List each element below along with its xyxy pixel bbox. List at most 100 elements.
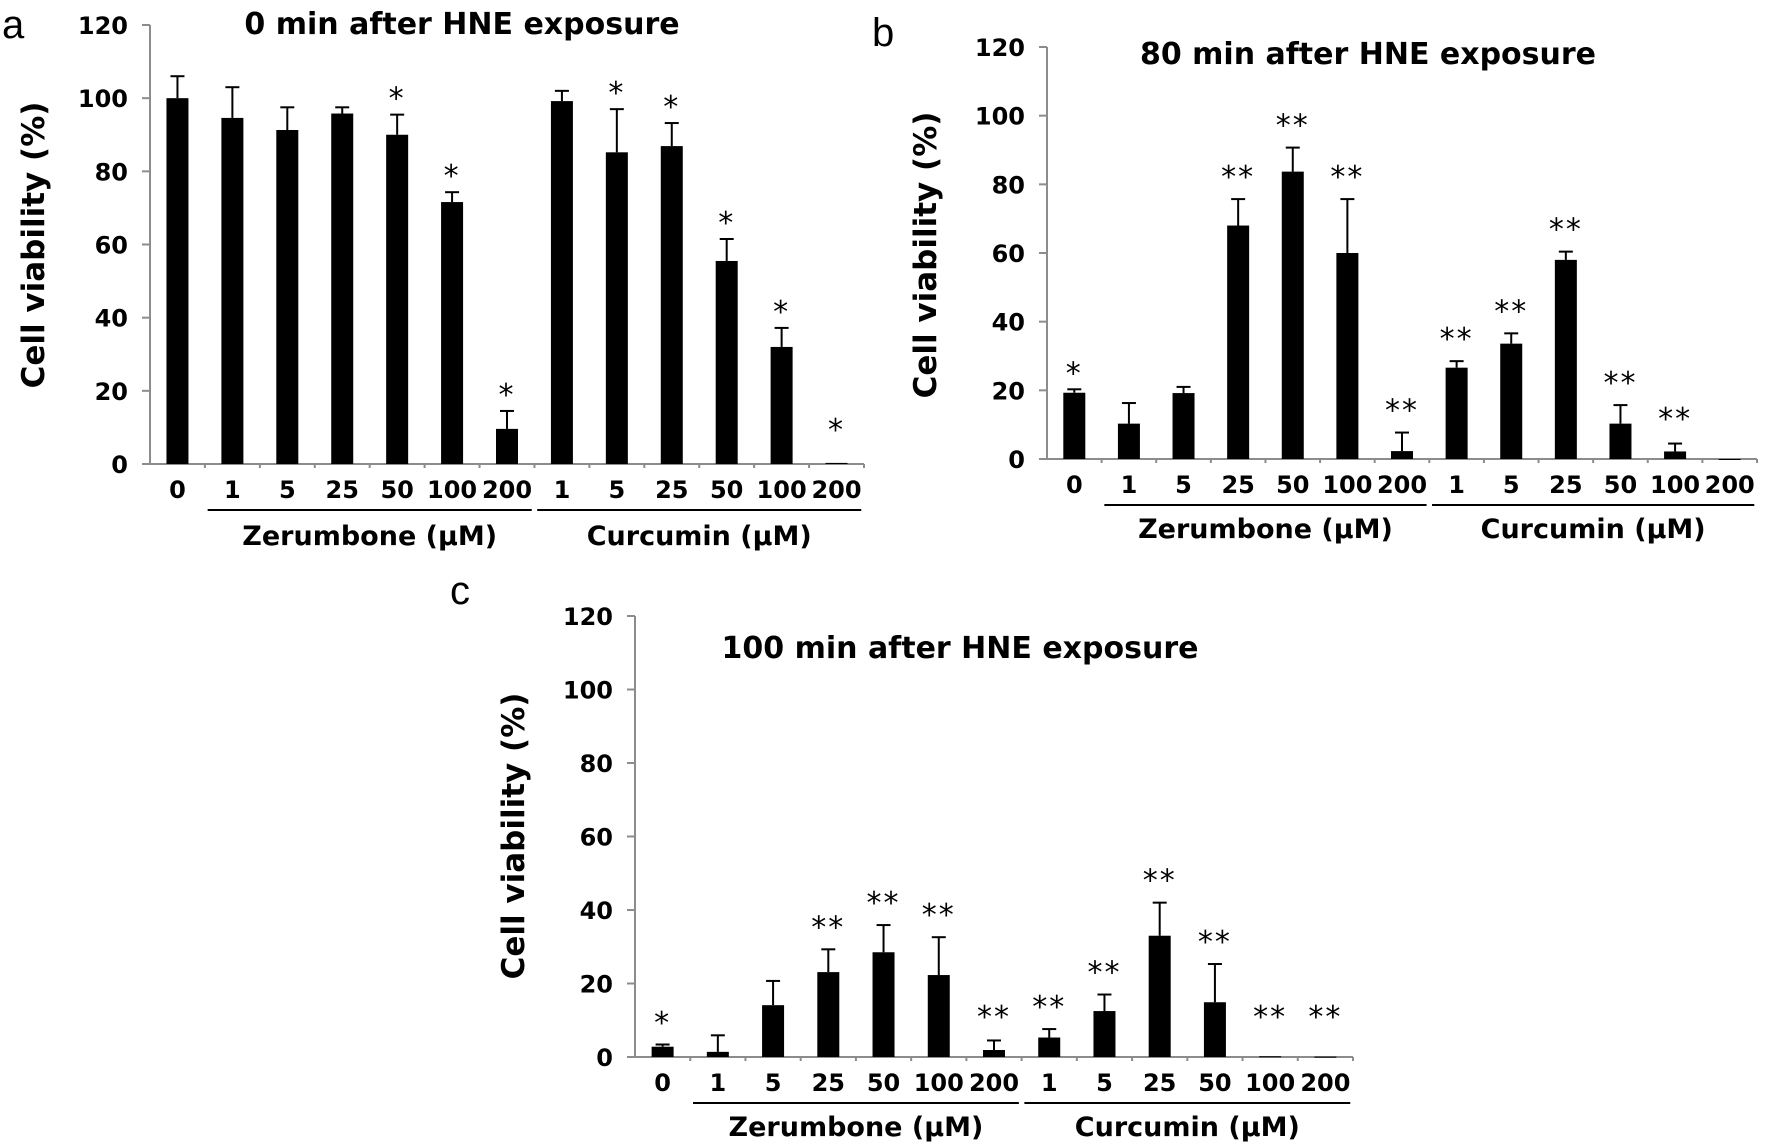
- bar: [1203, 1002, 1226, 1057]
- bar: [1664, 451, 1687, 459]
- bar: [221, 117, 244, 465]
- group-label: Curcumin (μM): [587, 521, 812, 552]
- plot-area: 0 20 40 60 80 100 120 0 * 1 5 25 ** 50 ** 100 ** 200 ** 1 **…: [563, 603, 1354, 1143]
- x-tick-label: 100: [757, 476, 807, 504]
- bar: [983, 1050, 1005, 1057]
- x-tick-label: 200: [1300, 1069, 1350, 1097]
- bar: [1445, 367, 1468, 459]
- x-tick-label: 1: [1041, 1069, 1058, 1097]
- y-tick-label: 120: [78, 12, 128, 40]
- bar: [825, 462, 848, 464]
- panel-b: b 80 min after HNE exposure Cell viabili…: [872, 11, 1758, 545]
- significance-marker: *: [1066, 356, 1083, 391]
- bar: [651, 1046, 674, 1057]
- y-tick-label: 0: [111, 451, 128, 479]
- y-tick-label: 100: [78, 85, 128, 113]
- x-tick-label: 50: [1198, 1069, 1231, 1097]
- bar: [1093, 1011, 1116, 1057]
- significance-marker: **: [811, 910, 845, 945]
- y-tick-label: 80: [992, 171, 1025, 199]
- group-label: Zerumbone (μM): [1138, 514, 1393, 545]
- significance-marker: **: [1440, 322, 1474, 357]
- bar: [331, 113, 354, 464]
- bar: [872, 952, 895, 1057]
- y-tick-label: 60: [95, 232, 128, 260]
- significance-marker: *: [663, 90, 680, 125]
- group-label: Zerumbone (μM): [242, 521, 497, 552]
- significance-marker: **: [1549, 213, 1583, 248]
- significance-marker: **: [1494, 294, 1528, 329]
- x-tick-label: 100: [1322, 471, 1372, 499]
- significance-marker: **: [1253, 1000, 1287, 1035]
- x-tick-label: 0: [654, 1069, 671, 1097]
- x-tick-label: 200: [1705, 471, 1755, 499]
- bar: [927, 975, 950, 1057]
- bar: [762, 1005, 785, 1057]
- chart-title: 100 min after HNE exposure: [722, 631, 1199, 666]
- y-tick-label: 0: [1008, 446, 1025, 474]
- y-tick-label: 100: [563, 677, 613, 705]
- x-tick-label: 50: [1276, 471, 1309, 499]
- y-tick-label: 40: [580, 897, 613, 925]
- plot-area: 0 20 40 60 80 100 120 0 * 1 5 25 ** 50 ** 100 ** 200 ** 1 **…: [975, 34, 1758, 545]
- bar: [1336, 253, 1359, 459]
- x-tick-label: 5: [765, 1069, 782, 1097]
- y-tick-label: 20: [992, 377, 1025, 405]
- significance-marker: *: [444, 159, 461, 194]
- plot-area: 0 20 40 60 80 100 120 0 1 5 25 50 * 100 * 200 * 1 5 * 25 * 50 *…: [78, 12, 865, 552]
- bar: [166, 98, 189, 465]
- x-tick-label: 1: [709, 1069, 726, 1097]
- x-tick-label: 100: [427, 476, 477, 504]
- bar: [1500, 343, 1523, 459]
- bar: [1259, 1056, 1282, 1058]
- significance-marker: *: [389, 82, 406, 117]
- significance-marker: **: [1658, 402, 1692, 437]
- y-axis-label: Cell viability (%): [496, 693, 532, 980]
- significance-marker: *: [654, 1006, 671, 1041]
- bar: [706, 1051, 729, 1057]
- significance-marker: **: [1198, 925, 1232, 960]
- significance-marker: **: [1385, 394, 1419, 429]
- x-tick-label: 25: [1143, 1069, 1176, 1097]
- x-tick-label: 5: [279, 476, 296, 504]
- bar: [1314, 1056, 1337, 1058]
- bar: [1609, 423, 1632, 459]
- panel-letter: c: [450, 569, 470, 613]
- bar: [496, 428, 518, 464]
- x-tick-label: 1: [224, 476, 241, 504]
- y-tick-label: 120: [975, 34, 1025, 62]
- significance-marker: **: [867, 886, 901, 921]
- significance-marker: **: [1032, 990, 1066, 1025]
- significance-marker: **: [1276, 109, 1310, 144]
- bar: [1148, 935, 1171, 1057]
- chart-title: 0 min after HNE exposure: [244, 7, 679, 42]
- x-tick-label: 200: [482, 476, 532, 504]
- significance-marker: *: [718, 206, 735, 241]
- bar: [660, 146, 683, 465]
- significance-marker: *: [773, 295, 790, 330]
- y-tick-label: 20: [95, 378, 128, 406]
- significance-marker: *: [499, 378, 516, 413]
- significance-marker: **: [977, 1000, 1011, 1035]
- y-tick-label: 0: [596, 1044, 613, 1072]
- y-tick-label: 80: [580, 750, 613, 778]
- x-tick-label: 0: [169, 476, 186, 504]
- x-tick-label: 1: [1121, 471, 1138, 499]
- significance-marker: **: [1143, 864, 1177, 899]
- y-axis-label: Cell viability (%): [908, 112, 944, 399]
- x-tick-label: 50: [380, 476, 413, 504]
- x-tick-label: 1: [554, 476, 571, 504]
- bar: [441, 202, 464, 464]
- bar: [1227, 225, 1250, 459]
- y-tick-label: 120: [563, 603, 613, 631]
- x-tick-label: 50: [1604, 471, 1637, 499]
- panel-a: a 0 min after HNE exposure Cell viabilit…: [2, 3, 865, 552]
- significance-marker: *: [608, 76, 625, 111]
- x-tick-label: 5: [1096, 1069, 1113, 1097]
- group-label: Curcumin (μM): [1075, 1112, 1300, 1143]
- x-tick-label: 25: [1549, 471, 1582, 499]
- x-tick-label: 100: [1650, 471, 1700, 499]
- significance-marker: **: [1330, 160, 1364, 195]
- significance-marker: **: [922, 898, 956, 933]
- x-tick-label: 100: [914, 1069, 964, 1097]
